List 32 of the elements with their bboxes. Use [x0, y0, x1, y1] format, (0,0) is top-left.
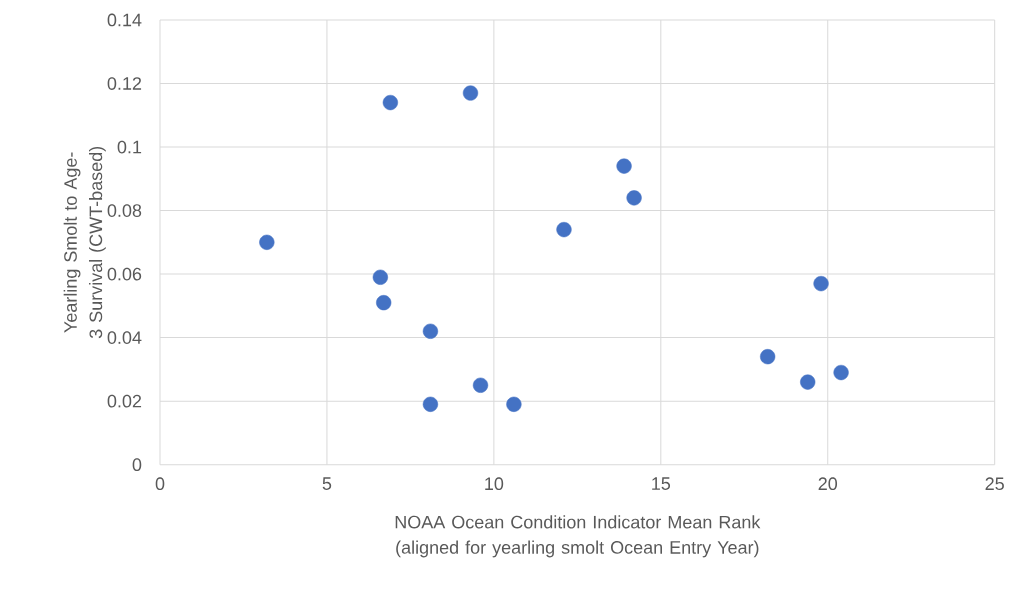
point [506, 396, 522, 413]
y-tick-label: 0.02 [107, 394, 142, 408]
y-axis-title: Yearling Smolt to Age-3 Survival (CWT-based) [63, 147, 106, 339]
y-tick-label: 0 [132, 458, 142, 472]
y-tick-label: 0.1 [117, 140, 142, 154]
point [760, 349, 776, 365]
point [372, 269, 388, 286]
point [462, 85, 479, 101]
point [813, 276, 829, 292]
y-tick-label: 0.12 [107, 77, 142, 91]
point [626, 190, 642, 206]
point [556, 222, 572, 238]
point [472, 377, 489, 394]
point [616, 158, 632, 174]
point [422, 323, 439, 340]
point [800, 374, 816, 390]
point [376, 295, 392, 311]
x-tick-label: 10 [485, 477, 504, 491]
y-tick-label: 0.06 [107, 267, 142, 281]
x-tick-label: 25 [985, 477, 1004, 491]
point [382, 95, 398, 111]
x-tick-label: 20 [818, 477, 838, 491]
point [422, 396, 439, 413]
x-tick-label: 5 [322, 477, 332, 491]
point [833, 365, 849, 381]
x-axis-title: NOAA Ocean Condition Indicator Mean Rank (aligned for yearling smolt Ocean Entry Year) [395, 515, 761, 558]
y-tick-label: 0.04 [107, 331, 142, 345]
y-tick-label: 0.08 [107, 204, 142, 218]
y-tick-label: 0.14 [107, 13, 142, 27]
point [259, 234, 275, 251]
x-tick-label: 15 [652, 477, 671, 491]
x-tick-label: 0 [155, 477, 165, 491]
